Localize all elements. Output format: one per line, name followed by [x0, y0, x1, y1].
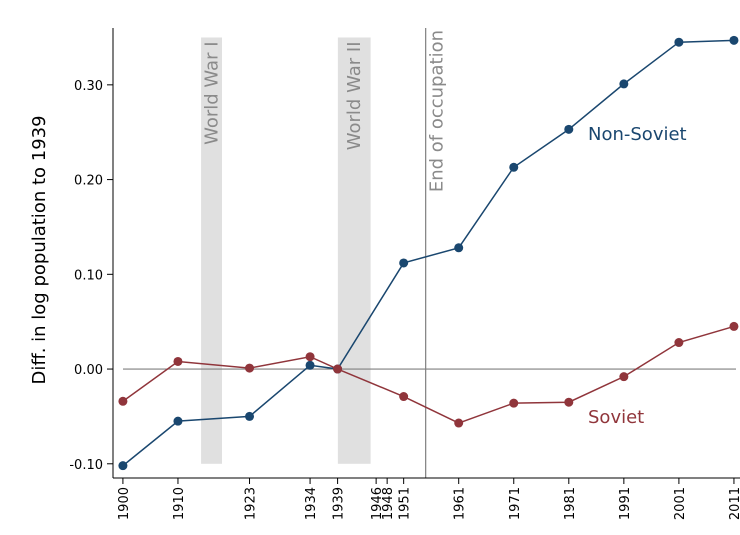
point: [454, 418, 464, 428]
point: [674, 37, 684, 47]
point: [245, 411, 255, 421]
y-tick-label: 0.20: [74, 174, 103, 189]
point: [564, 124, 574, 134]
period-label: World War II: [344, 41, 365, 150]
point: [619, 79, 629, 89]
series-line: [122, 325, 735, 424]
vline-label: End of occupation: [427, 30, 448, 192]
x-tick-label: 1981: [563, 487, 578, 520]
point: [509, 398, 519, 408]
x-tick-label: 1923: [244, 487, 259, 520]
x-tick-label: 1971: [508, 487, 523, 520]
series-label: Soviet: [588, 407, 644, 428]
x-tick-label: 1934: [304, 487, 319, 520]
point: [619, 372, 629, 382]
x-tick-label: 1910: [172, 487, 187, 520]
y-tick-label: 0.30: [74, 79, 103, 94]
x-tick-label: 1991: [618, 487, 633, 520]
point: [245, 363, 255, 373]
point: [305, 360, 315, 370]
shaded-period: [337, 37, 371, 464]
x-tick-label: 2011: [728, 487, 740, 520]
point: [454, 243, 464, 253]
point: [564, 397, 574, 407]
point: [118, 461, 128, 471]
point: [509, 162, 519, 172]
point: [305, 352, 315, 362]
point: [399, 258, 409, 268]
x-tick-label: 1939: [332, 487, 347, 520]
point: [173, 356, 183, 366]
y-tick-label: -0.10: [69, 458, 103, 473]
x-tick-label: 2001: [673, 487, 688, 520]
point: [674, 338, 684, 348]
point: [333, 364, 343, 374]
y-tick-label: 0.10: [74, 268, 103, 283]
x-tick-label: 1900: [117, 487, 132, 520]
point: [399, 392, 409, 402]
shaded-period: [201, 37, 222, 464]
point: [173, 416, 183, 426]
point: [729, 35, 739, 45]
x-tick-label: 1961: [453, 487, 468, 520]
series-line: [122, 39, 734, 467]
x-tick-label: 1948: [381, 487, 396, 520]
point: [729, 321, 739, 331]
x-tick-label: 1946: [370, 487, 385, 520]
period-label: World War I: [202, 41, 223, 144]
y-tick-label: 0.00: [74, 363, 103, 378]
series-label: Non-Soviet: [588, 124, 687, 145]
y-axis-label: Diff. in log population to 1939: [29, 115, 50, 384]
x-tick-label: 1951: [398, 487, 413, 520]
point: [118, 396, 128, 406]
